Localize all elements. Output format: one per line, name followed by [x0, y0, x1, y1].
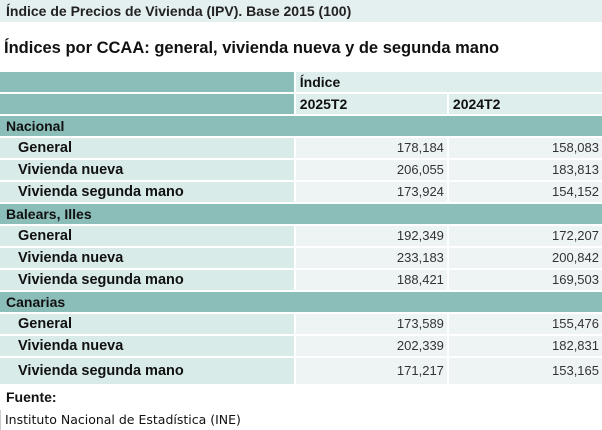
data-table: Índice 2025T2 2024T2 Nacional General 178… [0, 70, 602, 386]
page-title: Índice de Precios de Vivienda (IPV). Bas… [0, 0, 602, 22]
group-row: Nacional [0, 116, 602, 136]
value-cell: 155,476 [446, 314, 602, 334]
value-cell: 192,349 [293, 226, 447, 246]
value-cell: 188,421 [293, 270, 447, 290]
header-empty [0, 72, 294, 92]
row-label: Vivienda segunda mano [0, 358, 294, 384]
row-label: Vivienda nueva [0, 160, 294, 180]
source-label: Fuente: [6, 389, 57, 405]
value-cell: 172,207 [446, 226, 602, 246]
row-label: Vivienda nueva [0, 336, 294, 356]
value-cell: 202,339 [293, 336, 447, 356]
table-row: Vivienda segunda mano 173,924 154,152 [0, 182, 602, 202]
group-row: Balears, Illes [0, 204, 602, 224]
table-row: General 192,349 172,207 [0, 226, 602, 246]
row-label: General [0, 138, 294, 158]
header-period: 2024T2 [446, 94, 602, 114]
row-label: Vivienda segunda mano [0, 270, 294, 290]
header-indice: Índice [293, 72, 602, 92]
table-row: General 173,589 155,476 [0, 314, 602, 334]
table-row: Vivienda nueva 233,183 200,842 [0, 248, 602, 268]
table-row: Vivienda nueva 202,339 182,831 [0, 336, 602, 356]
group-name: Balears, Illes [0, 204, 602, 224]
value-cell: 200,842 [446, 248, 602, 268]
value-cell: 233,183 [293, 248, 447, 268]
row-label: General [0, 314, 294, 334]
value-cell: 178,184 [293, 138, 447, 158]
table-row: General 178,184 158,083 [0, 138, 602, 158]
header-row-periods: 2025T2 2024T2 [0, 94, 602, 114]
header-row-group: Índice [0, 72, 602, 92]
value-cell: 206,055 [293, 160, 447, 180]
value-cell: 153,165 [446, 358, 602, 384]
value-cell: 173,924 [293, 182, 447, 202]
header-period: 2025T2 [293, 94, 447, 114]
table-row: Vivienda nueva 206,055 183,813 [0, 160, 602, 180]
table-row: Vivienda segunda mano 171,217 153,165 [0, 358, 602, 384]
group-name: Canarias [0, 292, 602, 312]
value-cell: 169,503 [446, 270, 602, 290]
group-name: Nacional [0, 116, 602, 136]
value-cell: 183,813 [446, 160, 602, 180]
value-cell: 158,083 [446, 138, 602, 158]
source-text: Instituto Nacional de Estadística (INE) [0, 410, 241, 430]
row-label: General [0, 226, 294, 246]
group-row: Canarias [0, 292, 602, 312]
table-row: Vivienda segunda mano 188,421 169,503 [0, 270, 602, 290]
value-cell: 171,217 [293, 358, 447, 384]
row-label: Vivienda segunda mano [0, 182, 294, 202]
row-label: Vivienda nueva [0, 248, 294, 268]
value-cell: 154,152 [446, 182, 602, 202]
value-cell: 182,831 [446, 336, 602, 356]
header-empty [0, 94, 294, 114]
value-cell: 173,589 [293, 314, 447, 334]
table-subtitle: Índices por CCAA: general, vivienda nuev… [4, 39, 500, 57]
